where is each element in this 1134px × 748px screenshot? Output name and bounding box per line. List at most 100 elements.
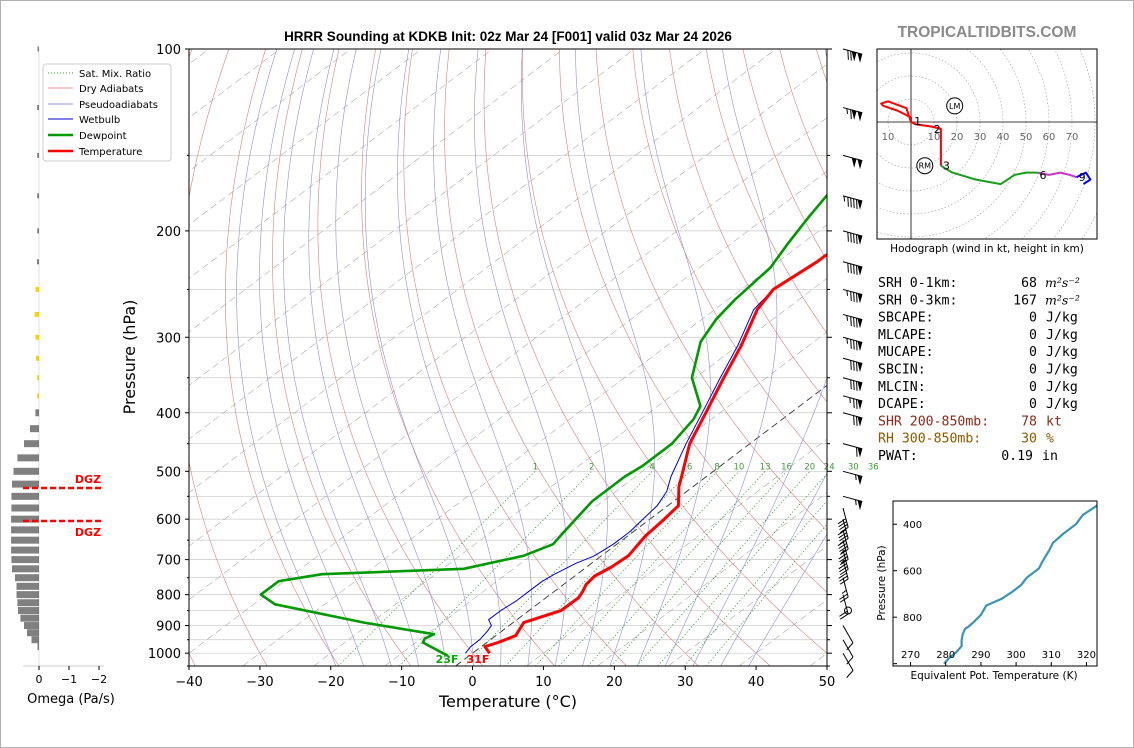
hodograph-ring-label: 10 (928, 132, 941, 143)
omega-x-tick-label: −2 (91, 673, 107, 686)
barb-shaft (842, 288, 863, 296)
theta-e-profile (943, 504, 1098, 665)
dry-adiabat (669, 49, 827, 403)
stat-unit: J/kg (1046, 363, 1078, 378)
hodograph-height-label: 1 (914, 115, 921, 128)
barb-flag (857, 265, 863, 276)
stat-unit: J/kg (1046, 345, 1078, 360)
mixing-ratio-label: 36 (868, 462, 879, 472)
stat-label: MLCIN: (878, 380, 926, 395)
wind-barb (842, 639, 854, 665)
skewt-axes: −40 −30 −20 −10 0 10 20 30 40 50 100 200 300 400 500 60… (148, 43, 835, 690)
isotherm-line (189, 49, 422, 226)
hodograph-trace: LM RM 12 3 6 9 (880, 97, 1092, 186)
barb-shaft (842, 230, 863, 237)
barb-full (839, 545, 848, 552)
mixing-ratio-line (705, 523, 827, 666)
barb-shaft (842, 652, 854, 671)
wind-barb (842, 288, 863, 304)
barb-flag (857, 416, 863, 427)
omega-bar (37, 46, 39, 52)
barb-full (856, 265, 858, 275)
dry-adiabat (483, 49, 771, 666)
mixing-ratio-line (398, 471, 593, 666)
isotherm-line (189, 49, 635, 386)
dgz-top-label: DGZ (75, 473, 101, 486)
barb-shaft (842, 507, 849, 528)
stat-unit: J/kg (1046, 328, 1078, 343)
omega-bar (16, 582, 39, 590)
barb-full (839, 548, 849, 555)
pseudoadiabat (364, 49, 474, 666)
dry-adiabat (225, 49, 340, 666)
calm-wind-circle (844, 606, 852, 615)
barb-half (855, 499, 857, 506)
barb-flag (857, 475, 863, 486)
barb-full (853, 340, 855, 350)
omega-bar (35, 334, 39, 340)
omega-bars (11, 46, 40, 651)
pseudoadiabat (664, 49, 778, 666)
barb-full (850, 232, 852, 243)
omega-bar (36, 259, 39, 265)
omega-bar (11, 515, 40, 523)
x-tick-label: 10 (535, 675, 552, 690)
barb-full (853, 415, 855, 426)
wind-barb (842, 495, 863, 511)
storm-motion-marker (916, 157, 934, 175)
barb-full (839, 535, 848, 542)
stat-unit: J/kg (1046, 311, 1078, 326)
barb-full (838, 521, 847, 528)
dry-adiabat (595, 49, 827, 531)
stat-unit: % (1046, 432, 1054, 447)
barb-flag (857, 111, 863, 122)
barb-full (853, 398, 855, 409)
hodograph-ring-label: 20 (951, 132, 964, 143)
hodograph-segment (940, 164, 1038, 186)
wind-barb (842, 357, 863, 373)
wind-barb (842, 395, 863, 410)
skewt-frame (188, 48, 828, 667)
x-tick-label: −40 (175, 675, 202, 690)
barb-flag (857, 381, 863, 392)
pseudoadiabat (335, 49, 447, 666)
mixing-ratio-line (657, 473, 827, 666)
isotherm-line (189, 63, 827, 547)
omega-bar (24, 622, 39, 630)
barb-flag (857, 341, 863, 352)
isotherm-line (313, 277, 827, 666)
theta-e-x-tick-label: 300 (1007, 650, 1026, 661)
stat-label: PWAT: (878, 449, 918, 464)
x-tick-label: 30 (677, 675, 694, 690)
mixing-ratio-label: 10 (733, 462, 744, 472)
skewt-profiles (259, 193, 827, 657)
wind-barb (842, 154, 863, 170)
y-tick-label: 800 (156, 589, 181, 604)
barb-shaft (842, 549, 849, 570)
omega-bar (31, 636, 39, 644)
barb-full (838, 532, 847, 539)
barb-half (846, 315, 848, 321)
barb-full (839, 523, 848, 531)
barb-shaft (842, 313, 863, 321)
isotherm-line (189, 117, 827, 601)
barb-flag (857, 234, 863, 245)
wind-barb (842, 652, 854, 678)
barb-half (846, 108, 848, 114)
omega-bar (11, 546, 40, 554)
stat-value: 30 (1021, 432, 1037, 447)
barb-flag (857, 293, 863, 304)
mixing-ratio-label: 13 (760, 462, 771, 472)
stat-value: 0 (1029, 311, 1037, 326)
barb-flag (857, 318, 863, 329)
stat-label: SBCAPE: (878, 311, 934, 326)
hodograph-caption: Hodograph (wind in kt, height in km) (890, 243, 1084, 255)
omega-bar (16, 591, 39, 599)
hodograph-segment (1037, 171, 1077, 179)
wind-barb (842, 107, 863, 122)
omega-bar (13, 467, 39, 475)
omega-bar (17, 454, 39, 462)
omega-bar (11, 536, 40, 544)
wind-barb (842, 195, 863, 210)
barb-flag (857, 159, 863, 170)
